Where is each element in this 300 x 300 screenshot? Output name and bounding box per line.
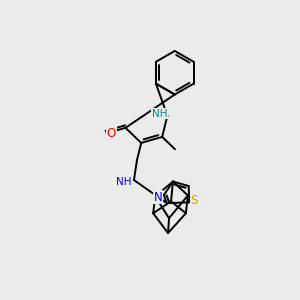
Text: S: S bbox=[190, 194, 198, 207]
Text: NH: NH bbox=[116, 177, 132, 187]
Text: NH: NH bbox=[152, 109, 167, 119]
Text: N: N bbox=[154, 190, 162, 203]
Text: O: O bbox=[107, 127, 116, 140]
